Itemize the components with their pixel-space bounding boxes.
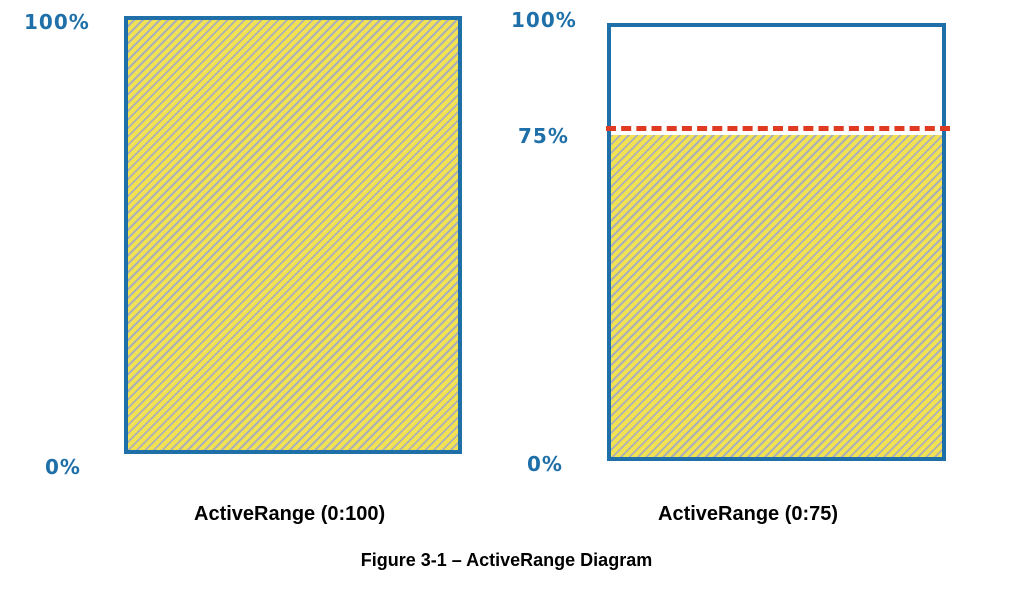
figure-caption: Figure 3-1 – ActiveRange Diagram — [360, 550, 653, 570]
left-range-box — [124, 16, 462, 454]
left-top-percent-label: 100% — [24, 10, 90, 34]
left-bottom-percent-label: 0% — [45, 455, 81, 479]
right-range-fill — [611, 134, 942, 457]
right-mid-percent-label: 75% — [518, 124, 569, 148]
left-caption: ActiveRange (0:100) — [194, 503, 386, 525]
left-range-fill — [128, 20, 458, 450]
right-caption: ActiveRange (0:75) — [658, 503, 839, 525]
right-top-percent-label: 100% — [511, 8, 577, 32]
right-range-box — [607, 23, 946, 461]
threshold-dashed-line — [606, 126, 950, 131]
right-bottom-percent-label: 0% — [527, 452, 563, 476]
